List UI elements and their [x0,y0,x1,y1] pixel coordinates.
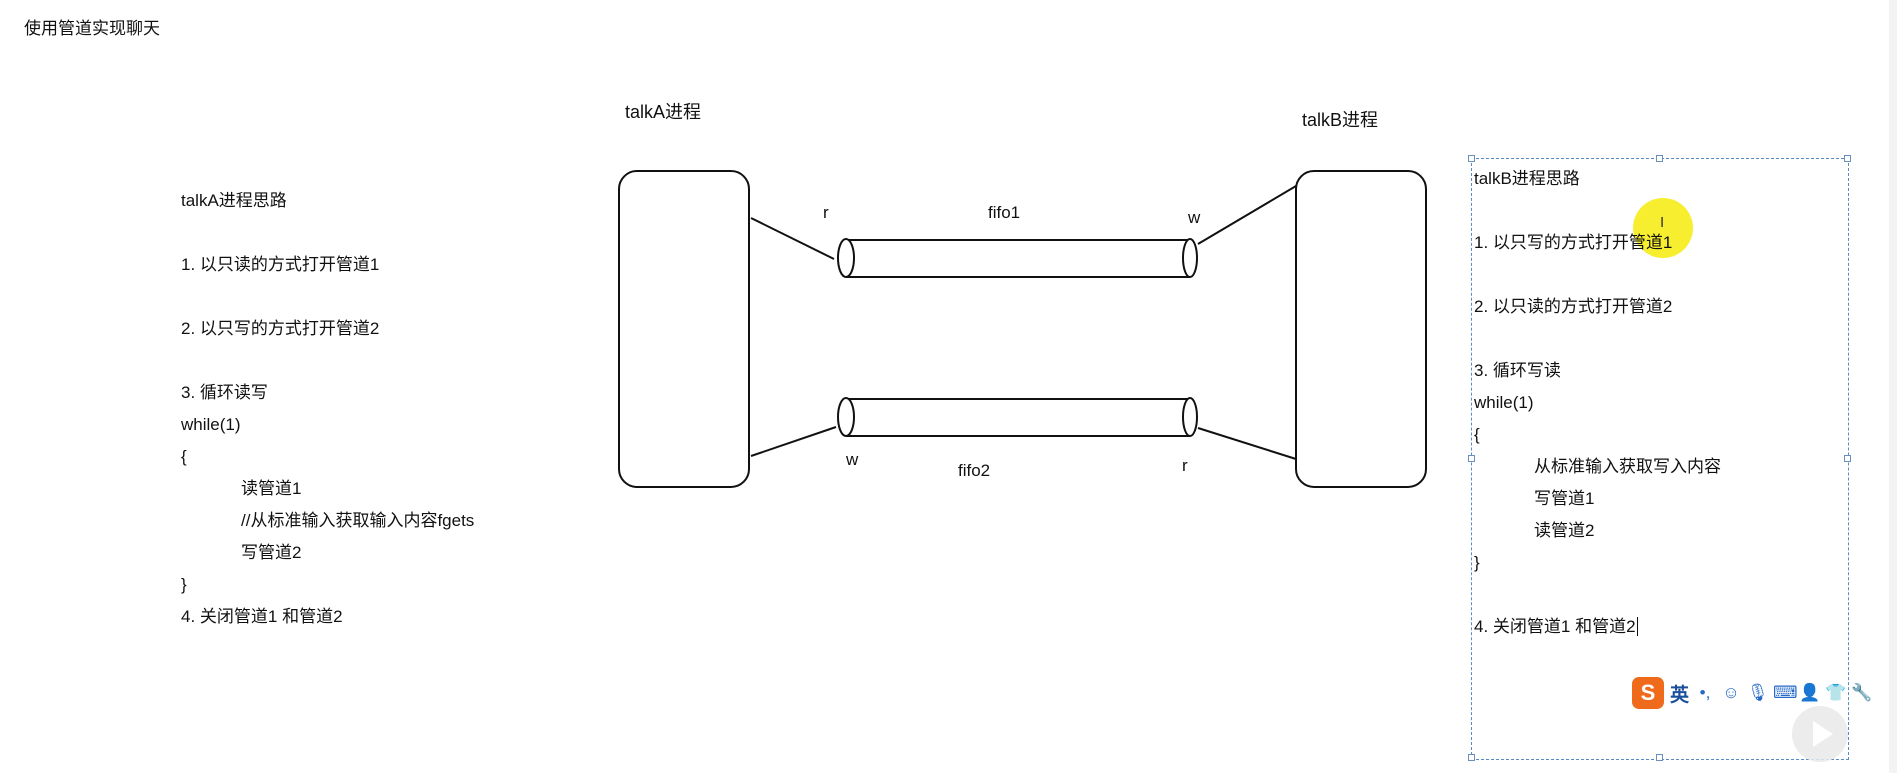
fifo2-right-end-label: r [1182,456,1188,475]
note-line: 读管道1 [241,479,302,498]
note-line: } [1474,553,1480,572]
fifo1-label: fifo1 [988,203,1021,222]
resize-handle[interactable] [1844,155,1851,162]
note-line: { [1474,425,1480,444]
play-button[interactable] [1792,706,1848,762]
note-line: 1. 以只读的方式打开管道1 [181,255,380,274]
user-icon[interactable]: 👤 [1799,683,1821,702]
connector-a-fifo2 [750,426,837,457]
ime-toolbar[interactable]: S 英 •, ☺ 🎙 ⌨ 👤 👕 🔧 [1632,676,1886,710]
play-icon [1812,721,1833,747]
note-line [181,345,474,377]
resize-handle[interactable] [1656,754,1663,761]
note-line [1474,323,1721,355]
resize-handle[interactable] [1844,455,1851,462]
note-line: 3. 循环读写 [181,383,268,402]
resize-handle[interactable] [1468,754,1475,761]
talk-b-notes[interactable]: talkB进程思路 1. 以只写的方式打开管道1 2. 以只读的方式打开管道2 … [1474,163,1721,643]
process-a-box[interactable] [618,170,750,488]
note-line [1474,579,1721,611]
fifo1-pipe[interactable] [837,238,1198,278]
note-line: 2. 以只写的方式打开管道2 [181,319,380,338]
fifo2-left-end-label: w [846,450,859,469]
microphone-icon[interactable]: 🎙 [1747,683,1769,702]
note-line: 从标准输入获取写入内容 [1534,457,1721,476]
connector-fifo2-b [1197,427,1297,460]
vertical-scrollbar[interactable] [1889,0,1897,773]
note-line: 2. 以只读的方式打开管道2 [1474,297,1673,316]
wrench-icon[interactable]: 🔧 [1851,683,1873,702]
note-line: { [181,447,187,466]
keyboard-icon[interactable]: ⌨ [1773,683,1798,702]
process-b-box[interactable] [1295,170,1427,488]
resize-handle[interactable] [1468,155,1475,162]
process-a-label: talkA进程 [625,102,702,122]
note-line: talkB进程思路 [1474,169,1580,188]
note-line: 4. 关闭管道1 和管道2 [181,607,343,626]
resize-handle[interactable] [1468,455,1475,462]
ime-language-toggle[interactable]: 英 [1670,684,1690,706]
text-cursor-icon: I [1660,214,1665,231]
text-caret [1636,617,1638,636]
note-line: 1. 以只写的方式打开管道1 [1474,233,1673,252]
note-line: while(1) [181,415,241,434]
note-line: 写管道1 [1534,489,1595,508]
note-line: 读管道2 [1534,521,1595,540]
note-line: talkA进程思路 [181,191,287,210]
emoji-icon[interactable]: ☺ [1722,683,1740,702]
page-title: 使用管道实现聊天 [24,19,160,38]
cursor-highlight [1633,198,1693,258]
process-b-label: talkB进程 [1302,110,1379,130]
note-line: while(1) [1474,393,1534,412]
note-line [1474,195,1721,227]
fifo1-right-end-label: w [1188,208,1201,227]
fifo2-label: fifo2 [958,461,991,480]
connector-fifo1-b [1197,185,1297,245]
talk-a-notes[interactable]: talkA进程思路 1. 以只读的方式打开管道1 2. 以只写的方式打开管道2 … [181,185,474,633]
note-line [1474,259,1721,291]
note-line: 4. 关闭管道1 和管道2 [1474,617,1638,636]
sogou-logo-icon[interactable]: S [1632,677,1664,709]
note-line [181,217,474,249]
note-line: 3. 循环写读 [1474,361,1561,380]
note-line: 写管道2 [241,543,302,562]
note-line: //从标准输入获取输入内容fgets [241,511,475,530]
shirt-icon[interactable]: 👕 [1825,683,1847,702]
punctuation-icon[interactable]: •, [1699,683,1711,702]
fifo1-left-end-label: r [823,203,829,222]
note-line: } [181,575,187,594]
fifo2-pipe[interactable] [837,397,1198,437]
note-line [181,281,474,313]
connector-a-fifo1 [750,217,835,260]
resize-handle[interactable] [1656,155,1663,162]
